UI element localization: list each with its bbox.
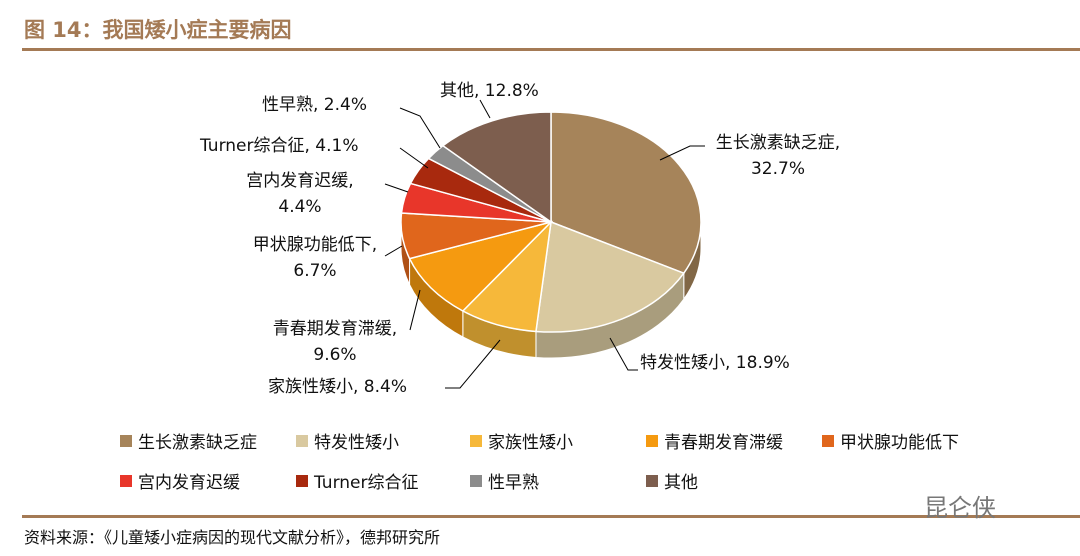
legend-swatch [120,434,132,447]
legend-item: 青春期发育滞缓 [646,428,783,453]
legend-swatch [646,474,658,487]
leader-line-2 [445,339,501,389]
legend-label: 甲状腺功能低下 [840,433,959,453]
leader-line-1 [609,337,638,371]
legend-swatch [296,434,308,447]
legend-item: 生长激素缺乏症 [120,428,257,453]
pie-slice-1 [535,220,685,333]
leader-line-5 [384,183,409,193]
data-label-4: 甲状腺功能低下, 6.7% [252,235,378,281]
legend-swatch [296,474,308,487]
legend-swatch [822,434,834,447]
data-label-2: 家族性矮小, 8.4% [268,377,407,397]
source-note: 资料来源：《儿童矮小症病因的现代文献分析》，德邦研究所 [24,528,441,547]
legend-item: 宫内发育迟缓 [120,468,240,493]
data-label-1: 特发性矮小, 18.9% [640,353,790,373]
legend-label: 家族性矮小 [488,433,573,453]
pie-slice-3 [408,220,554,312]
data-label-8: 其他, 12.8% [440,81,539,101]
footer-divider [22,515,1080,518]
leader-line-7 [399,107,441,149]
pie-chart [384,99,705,389]
legend-swatch [646,434,658,447]
legend-item: 家族性矮小 [470,428,573,453]
data-label-3: 青春期发育滞缓, 9.6% [272,319,398,365]
legend-swatch [470,474,482,487]
legend-label: 宫内发育迟缓 [138,473,240,493]
legend-swatch [120,474,132,487]
pie-slice-8 [441,111,552,224]
watermark: 昆仑侠 [924,494,996,522]
legend-item: 特发性矮小 [296,428,399,453]
leader-line-6 [399,147,429,169]
legend-label: 特发性矮小 [314,433,399,453]
data-label-0: 生长激素缺乏症, 32.7% [715,133,841,179]
data-label-5: 宫内发育迟缓, 4.4% [246,171,354,217]
legend-label: 其他 [664,473,698,493]
leader-line-3 [409,289,421,331]
leader-line-0 [659,145,705,161]
pie-slice-0 [550,111,702,275]
legend-label: 青春期发育滞缓 [664,433,783,453]
legend-item: 性早熟 [470,468,539,493]
legend-label: 性早熟 [488,473,539,493]
leader-line-4 [384,245,403,257]
legend-label: 生长激素缺乏症 [138,433,257,453]
title-divider [22,48,1080,51]
data-label-7: 性早熟, 2.4% [262,95,367,115]
legend-item: 甲状腺功能低下 [822,428,959,453]
data-label-6: Turner综合征, 4.1% [200,136,359,156]
figure-title: 图 14：我国矮小症主要病因 [24,18,292,42]
legend-swatch [470,434,482,447]
legend-item: 其他 [646,468,698,493]
legend-label: Turner综合征 [314,473,419,493]
legend-item: Turner综合征 [296,468,419,493]
leader-line-8 [479,99,491,119]
